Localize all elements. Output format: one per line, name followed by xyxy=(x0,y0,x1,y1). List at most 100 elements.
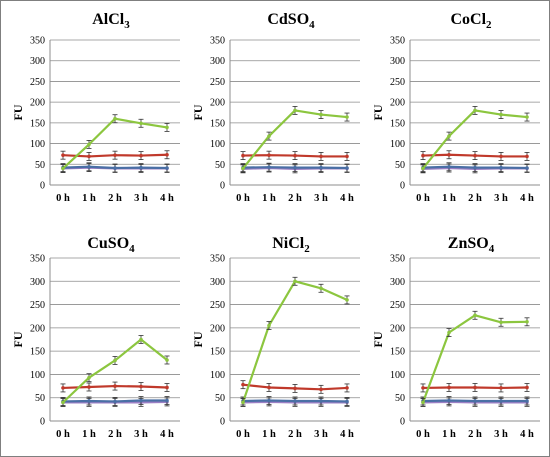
x-tick-label: 2 h xyxy=(468,193,482,204)
data-point xyxy=(293,108,297,113)
y-tick-label: 200 xyxy=(390,98,405,109)
data-point xyxy=(319,154,323,159)
y-tick-label: 250 xyxy=(210,77,225,88)
x-tick-label: 3 h xyxy=(494,193,508,204)
data-point xyxy=(447,134,451,138)
data-point xyxy=(113,116,117,121)
data-point xyxy=(113,166,117,170)
data-point xyxy=(87,142,91,147)
x-tick-label: 4 h xyxy=(160,193,174,204)
x-tick-label: 1 h xyxy=(262,429,276,440)
x-tick-label: 4 h xyxy=(340,429,354,440)
data-point xyxy=(319,165,323,170)
chart-panel-4: NiCl2 0 50 100 150 200 250 300 350 0 h 1 h 2 h 3 h 4 … xyxy=(191,235,360,440)
y-tick-label: 200 xyxy=(390,323,405,334)
x-tick-label: 3 h xyxy=(134,193,148,204)
data-point xyxy=(165,125,169,130)
data-point xyxy=(87,399,91,403)
data-point xyxy=(267,165,271,169)
y-tick-label: 100 xyxy=(210,139,225,150)
data-point xyxy=(473,165,477,170)
y-axis-label: FU xyxy=(191,104,205,120)
data-point xyxy=(525,166,529,170)
data-point xyxy=(139,398,143,403)
y-tick-label: 100 xyxy=(390,370,405,381)
data-point xyxy=(345,386,349,390)
x-tick-label: 2 h xyxy=(288,193,302,204)
data-point xyxy=(345,166,349,170)
x-tick-label: 2 h xyxy=(468,429,482,440)
data-point xyxy=(319,399,323,403)
y-tick-label: 300 xyxy=(30,277,45,288)
y-tick-label: 350 xyxy=(390,254,405,265)
chart-panel-1: CdSO4 0 50 100 150 200 250 300 350 0 h 1 h 2 h 3 h 4 … xyxy=(191,11,360,204)
chart-panel-2: CoCl2 0 50 100 150 200 250 300 350 0 h 1 h 2 h 3 h 4 … xyxy=(371,11,540,204)
data-point xyxy=(241,400,245,405)
y-tick-label: 300 xyxy=(390,56,405,67)
chart-title: ZnSO4 xyxy=(448,235,495,255)
data-point xyxy=(525,399,529,403)
data-point xyxy=(345,154,349,159)
x-tick-label: 2 h xyxy=(288,429,302,440)
data-point xyxy=(87,385,91,389)
data-point xyxy=(267,398,271,403)
x-tick-label: 3 h xyxy=(314,429,328,440)
y-tick-label: 250 xyxy=(390,77,405,88)
y-tick-label: 0 xyxy=(220,417,225,428)
y-tick-label: 300 xyxy=(390,277,405,288)
x-tick-label: 1 h xyxy=(442,193,456,204)
data-point xyxy=(241,166,245,171)
chart-panel-3: CuSO4 0 50 100 150 200 250 300 350 0 h 1 h 2 h 3 h 4 … xyxy=(11,235,180,440)
y-axis-label: FU xyxy=(191,331,205,347)
y-tick-label: 200 xyxy=(30,98,45,109)
data-point xyxy=(165,166,169,170)
y-tick-label: 250 xyxy=(30,300,45,311)
series-line xyxy=(62,338,168,404)
data-point xyxy=(345,298,349,302)
y-tick-label: 100 xyxy=(30,139,45,150)
data-point xyxy=(87,154,91,159)
x-tick-label: 4 h xyxy=(160,429,174,440)
x-tick-label: 1 h xyxy=(82,193,96,204)
data-point xyxy=(447,152,451,157)
x-tick-label: 1 h xyxy=(82,429,96,440)
data-point xyxy=(447,385,451,390)
y-tick-label: 50 xyxy=(395,160,405,171)
data-point xyxy=(293,386,297,391)
y-tick-label: 350 xyxy=(390,36,405,47)
x-tick-label: 0 h xyxy=(416,429,430,440)
data-point xyxy=(61,166,65,171)
data-point xyxy=(525,385,529,390)
data-point xyxy=(113,358,117,363)
data-point xyxy=(473,399,477,403)
y-tick-label: 200 xyxy=(210,323,225,334)
data-point xyxy=(165,358,169,362)
data-point xyxy=(421,400,425,405)
y-tick-label: 50 xyxy=(395,393,405,404)
x-tick-label: 4 h xyxy=(340,193,354,204)
x-tick-label: 3 h xyxy=(314,193,328,204)
data-point xyxy=(447,398,451,403)
data-point xyxy=(139,384,143,389)
data-point xyxy=(241,153,245,158)
data-point xyxy=(319,112,323,117)
x-tick-label: 1 h xyxy=(442,429,456,440)
y-tick-label: 50 xyxy=(215,160,225,171)
x-tick-label: 2 h xyxy=(108,193,122,204)
data-point xyxy=(113,153,117,157)
data-point xyxy=(61,386,65,390)
y-tick-label: 100 xyxy=(210,370,225,381)
y-tick-label: 350 xyxy=(30,254,45,265)
data-point xyxy=(421,166,425,171)
data-point xyxy=(525,320,529,324)
data-point xyxy=(87,164,91,169)
x-tick-label: 1 h xyxy=(262,193,276,204)
data-point xyxy=(267,134,271,138)
data-point xyxy=(499,165,503,170)
chart-title: CoCl2 xyxy=(450,11,492,31)
y-tick-label: 0 xyxy=(40,181,45,192)
data-point xyxy=(293,279,297,284)
data-point xyxy=(267,385,271,390)
y-tick-label: 100 xyxy=(390,139,405,150)
